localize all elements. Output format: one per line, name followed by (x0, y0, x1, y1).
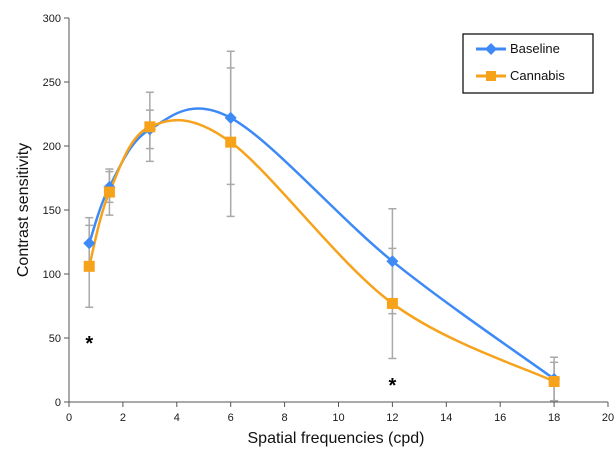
legend-item-cannabis: Cannabis (476, 68, 565, 83)
x-tick-label: 0 (66, 412, 72, 424)
data-point-cannabis (83, 260, 95, 272)
significance-asterisk: * (85, 333, 93, 355)
data-point-cannabis (144, 121, 156, 133)
x-tick-label: 10 (332, 412, 344, 424)
legend-marker-baseline (485, 43, 497, 55)
data-point-baseline (224, 111, 237, 124)
y-tick-label: 50 (49, 333, 61, 345)
series-line-cannabis (88, 118, 555, 383)
axes: 0 50 100 150 200 250 300 0 2 4 6 8 10 12 14 16 18 20 (43, 13, 614, 424)
y-axis-title: Contrast sensitivity (15, 143, 32, 277)
annotations: ** (85, 333, 396, 397)
data-point-baseline (83, 237, 96, 250)
x-tick-label: 4 (174, 412, 180, 424)
y-tick-label: 250 (43, 77, 61, 89)
y-tick-label: 150 (43, 205, 61, 217)
y-tick-label: 300 (43, 13, 61, 25)
y-tick-label: 0 (55, 397, 61, 409)
significance-asterisk: * (389, 375, 397, 397)
series-curves (88, 107, 555, 383)
data-point-cannabis (103, 186, 115, 198)
data-point-cannabis (548, 376, 560, 388)
error-bars (85, 50, 559, 402)
x-tick-label: 18 (548, 412, 560, 424)
x-tick-label: 12 (386, 412, 398, 424)
legend-box (462, 33, 594, 94)
x-axis-title: Spatial frequencies (cpd) (248, 430, 425, 447)
x-tick-label: 20 (602, 412, 614, 424)
legend-item-baseline: Baseline (476, 41, 560, 56)
legend-label-baseline: Baseline (510, 41, 560, 56)
x-tick-label: 2 (120, 412, 126, 424)
x-tick-label: 14 (440, 412, 452, 424)
x-tick-label: 16 (494, 412, 506, 424)
data-point-cannabis (386, 297, 398, 309)
data-point-cannabis (225, 136, 237, 148)
y-tick-label: 100 (43, 269, 61, 281)
series-markers (83, 111, 561, 388)
y-tick-label: 200 (43, 141, 61, 153)
legend: Baseline Cannabis (462, 33, 594, 94)
series-line-baseline (88, 107, 555, 380)
x-tick-label: 8 (282, 412, 288, 424)
legend-label-cannabis: Cannabis (510, 68, 565, 83)
legend-marker-cannabis (486, 71, 496, 81)
x-tick-label: 6 (228, 412, 234, 424)
data-point-baseline (386, 255, 399, 268)
